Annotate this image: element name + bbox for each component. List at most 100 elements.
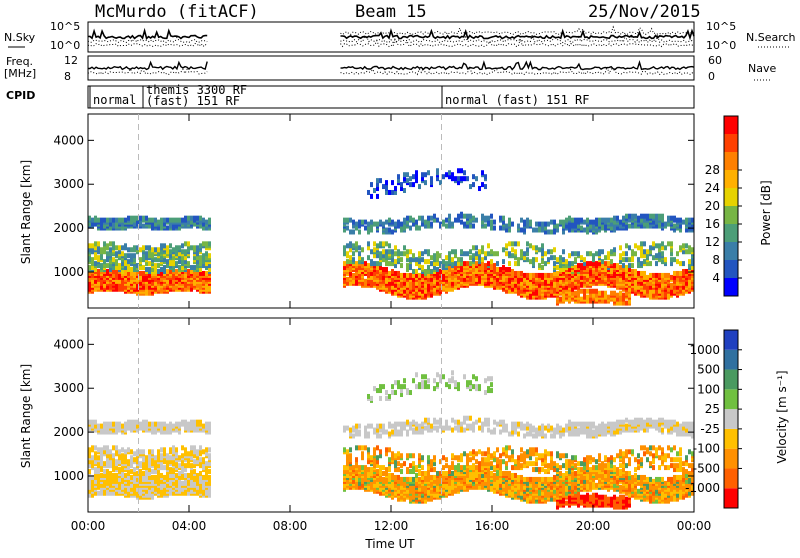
heatmap-cell [115,251,118,256]
heatmap-cell [379,465,382,470]
heatmap-cell [364,220,367,225]
heatmap-cell [100,424,103,429]
heatmap-cell [547,222,550,227]
heatmap-cell [370,424,373,429]
heatmap-cell [547,257,550,262]
heatmap-cell [157,449,160,454]
heatmap-cell [466,416,469,421]
colorbar-tick-label: 20 [705,199,720,213]
heatmap-cell [391,180,394,185]
heatmap-cell [550,255,553,260]
heatmap-cell [421,422,424,427]
heatmap-cell [181,249,184,254]
heatmap-cell [412,420,415,425]
heatmap-cell [412,477,415,482]
heatmap-cell [436,471,439,476]
heatmap-cell [394,380,397,385]
n-search-label: N.Search [746,31,796,44]
heatmap-cell [367,467,370,472]
heatmap-cell [130,420,133,425]
heatmap-cell [370,467,373,472]
heatmap-cell [556,257,559,262]
heatmap-cell [655,273,658,278]
heatmap-cell [352,243,355,248]
heatmap-cell [391,451,394,456]
heatmap-cell [553,261,556,266]
heatmap-cell [394,186,397,191]
heatmap-cell [94,451,97,456]
heatmap-cell [481,257,484,262]
heatmap-cell [517,271,520,276]
heatmap-cell [427,249,430,254]
heatmap-cell [643,271,646,276]
heatmap-cell [466,176,469,181]
heatmap-cell [91,455,94,460]
heatmap-cell [490,214,493,219]
heatmap-cell [409,216,412,221]
heatmap-cell [397,461,400,466]
heatmap-cell [511,241,514,246]
heatmap-cell [391,424,394,429]
heatmap-cell [634,251,637,256]
heatmap-cell [499,267,502,272]
heatmap-cell [469,249,472,254]
heatmap-cell [424,172,427,177]
heatmap-cell [157,247,160,252]
heatmap-cell [391,190,394,195]
heatmap-cell [400,422,403,427]
heatmap-cell [382,477,385,482]
heatmap-cell [676,218,679,223]
heatmap-cell [406,172,409,177]
heatmap-cell [460,220,463,225]
heatmap-cell [517,257,520,262]
heatmap-cell [385,267,388,272]
heatmap-cell [583,228,586,233]
heatmap-cell [484,263,487,268]
heatmap-cell [205,422,208,427]
colorbar-block [724,134,738,152]
heatmap-cell [634,214,637,219]
heatmap-cell [205,447,208,452]
heatmap-cell [469,380,472,385]
heatmap-cell [460,465,463,470]
nave-label: Nave [748,62,776,75]
heatmap-cell [454,261,457,266]
heatmap-cell [469,261,472,266]
heatmap-cell [343,245,346,250]
heatmap-cell [607,218,610,223]
heatmap-cell [427,384,430,389]
heatmap-cell [445,224,448,229]
heatmap-cell [628,214,631,219]
heatmap-cell [388,394,391,399]
heatmap-cell [502,247,505,252]
heatmap-cell [406,388,409,393]
heatmap-cell [538,222,541,227]
heatmap-cell [367,241,370,246]
trace-line [88,31,207,39]
colorbar-tick-label: 16 [705,217,720,231]
heatmap-cell [466,453,469,458]
heatmap-cell [118,245,121,250]
heatmap-cell [613,291,616,296]
colorbar-tick-label: 24 [705,181,720,195]
heatmap-cell [94,467,97,472]
heatmap-cell [379,396,382,401]
heatmap-cell [103,218,106,223]
heatmap-cell [205,220,208,225]
heatmap-cell [400,453,403,458]
heatmap-cell [424,380,427,385]
heatmap-cell [550,273,553,278]
heatmap-cell [199,457,202,462]
heatmap-cell [535,222,538,227]
heatmap-cell [160,267,163,272]
heatmap-cell [406,273,409,278]
heatmap-cell [373,261,376,266]
heatmap-cell [553,247,556,252]
heatmap-cell [658,273,661,278]
heatmap-cell [442,455,445,460]
heatmap-cell [574,291,577,296]
heatmap-cell [454,455,457,460]
heatmap-cell [463,170,466,175]
heatmap-cell [409,422,412,427]
heatmap-cell [646,214,649,219]
